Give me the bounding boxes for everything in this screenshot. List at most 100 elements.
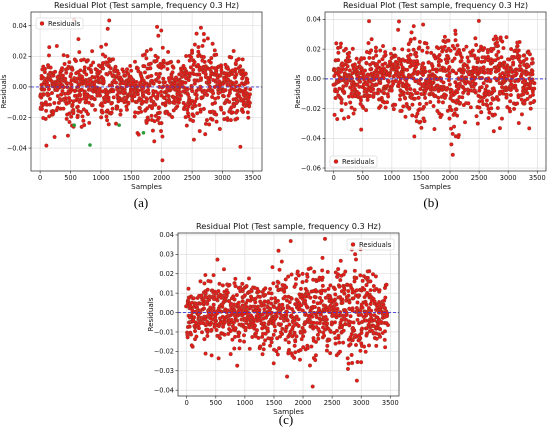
legend-marker xyxy=(350,242,356,247)
highlight-point xyxy=(141,130,146,135)
residual-point xyxy=(325,343,330,348)
residual-point xyxy=(269,336,274,341)
residual-point xyxy=(248,87,253,92)
residual-point xyxy=(265,328,270,333)
residual-point xyxy=(348,100,353,105)
chart-panel-c: 0 500 1000 1500 2000 2500 3000 3500−0.04−0.03−0… xyxy=(146,221,400,416)
x-tick-label: 2500 xyxy=(471,174,488,182)
residual-point xyxy=(237,346,242,351)
residual-point xyxy=(262,299,267,304)
residual-point xyxy=(369,308,374,313)
residual-point xyxy=(302,329,307,334)
x-tick-label: 500 xyxy=(357,174,370,182)
residual-point xyxy=(47,102,52,107)
residual-point xyxy=(492,112,497,117)
residual-point xyxy=(84,96,89,101)
residual-point xyxy=(530,77,535,82)
residual-point xyxy=(205,301,210,306)
residual-point xyxy=(221,267,226,272)
residual-point xyxy=(421,104,426,109)
residual-point xyxy=(514,88,519,93)
residual-point xyxy=(360,278,365,283)
y-tick-label: 0.04 xyxy=(306,16,321,24)
residual-point xyxy=(47,45,52,50)
residual-point xyxy=(341,328,346,333)
residual-point xyxy=(67,111,72,116)
residual-point xyxy=(98,93,103,98)
residual-point xyxy=(193,329,198,334)
residual-point xyxy=(353,343,358,348)
residual-point xyxy=(139,97,144,102)
residual-point xyxy=(46,87,51,92)
residual-point xyxy=(243,325,248,330)
residual-point xyxy=(241,100,246,105)
residual-point xyxy=(320,283,325,288)
residual-point xyxy=(491,129,496,134)
residual-point xyxy=(353,252,358,257)
y-tick-label: 0.00 xyxy=(306,75,321,83)
residual-point xyxy=(364,90,369,95)
residual-point xyxy=(364,283,369,288)
residual-point xyxy=(367,55,372,60)
residual-point xyxy=(272,324,277,329)
residual-point xyxy=(436,95,441,100)
residual-point xyxy=(447,82,452,87)
residual-point xyxy=(378,334,383,339)
residual-point xyxy=(89,70,94,75)
residual-point xyxy=(488,101,493,106)
residual-point xyxy=(194,31,199,36)
residual-point xyxy=(385,323,390,328)
y-tick-label: 0.03 xyxy=(159,251,174,259)
chart-panel-a: 0 500 1000 1500 2000 2500 3000 3500−0.04−0.020.… xyxy=(0,0,263,191)
residual-point xyxy=(371,284,376,289)
residual-point xyxy=(217,281,222,286)
residual-point xyxy=(410,113,415,118)
residual-point xyxy=(243,308,248,313)
residual-point xyxy=(375,62,380,67)
residual-point xyxy=(99,115,104,120)
residual-point xyxy=(367,269,372,274)
residual-point xyxy=(132,114,137,119)
residual-point xyxy=(246,115,251,120)
residual-point xyxy=(430,64,435,69)
legend: Residuals xyxy=(346,238,395,251)
residual-point xyxy=(274,284,279,289)
legend: Residuals xyxy=(35,17,84,30)
residual-point xyxy=(61,53,66,58)
residual-point xyxy=(420,48,425,53)
residual-point xyxy=(398,93,403,98)
residual-point xyxy=(270,265,275,270)
residual-point xyxy=(474,42,479,47)
residual-point xyxy=(202,59,207,64)
residual-point xyxy=(404,87,409,92)
residual-point xyxy=(160,158,165,163)
residual-point xyxy=(263,286,268,291)
x-tick-label: 3000 xyxy=(214,174,231,182)
residual-point xyxy=(504,95,509,100)
residual-point xyxy=(149,113,154,118)
residual-point xyxy=(238,64,243,69)
residual-point xyxy=(408,37,413,42)
residual-point xyxy=(235,108,240,113)
residual-point xyxy=(86,100,91,105)
residual-point xyxy=(360,326,365,331)
residual-point xyxy=(115,106,120,111)
residual-point xyxy=(377,288,382,293)
panel-label-b: (b) xyxy=(423,195,438,210)
x-tick-label: 1500 xyxy=(413,174,430,182)
residual-point xyxy=(463,120,468,125)
residual-point xyxy=(196,45,201,50)
residual-point xyxy=(355,293,360,298)
residual-point xyxy=(218,83,223,88)
residual-point xyxy=(320,255,325,260)
residual-point xyxy=(84,72,89,77)
residual-point xyxy=(352,107,357,112)
residual-point xyxy=(359,360,364,365)
residual-point xyxy=(144,56,149,61)
residual-point xyxy=(247,104,252,109)
residual-point xyxy=(64,70,69,75)
residual-point xyxy=(342,89,347,94)
residual-point xyxy=(190,89,195,94)
residual-point xyxy=(419,125,424,130)
residual-point xyxy=(383,53,388,58)
